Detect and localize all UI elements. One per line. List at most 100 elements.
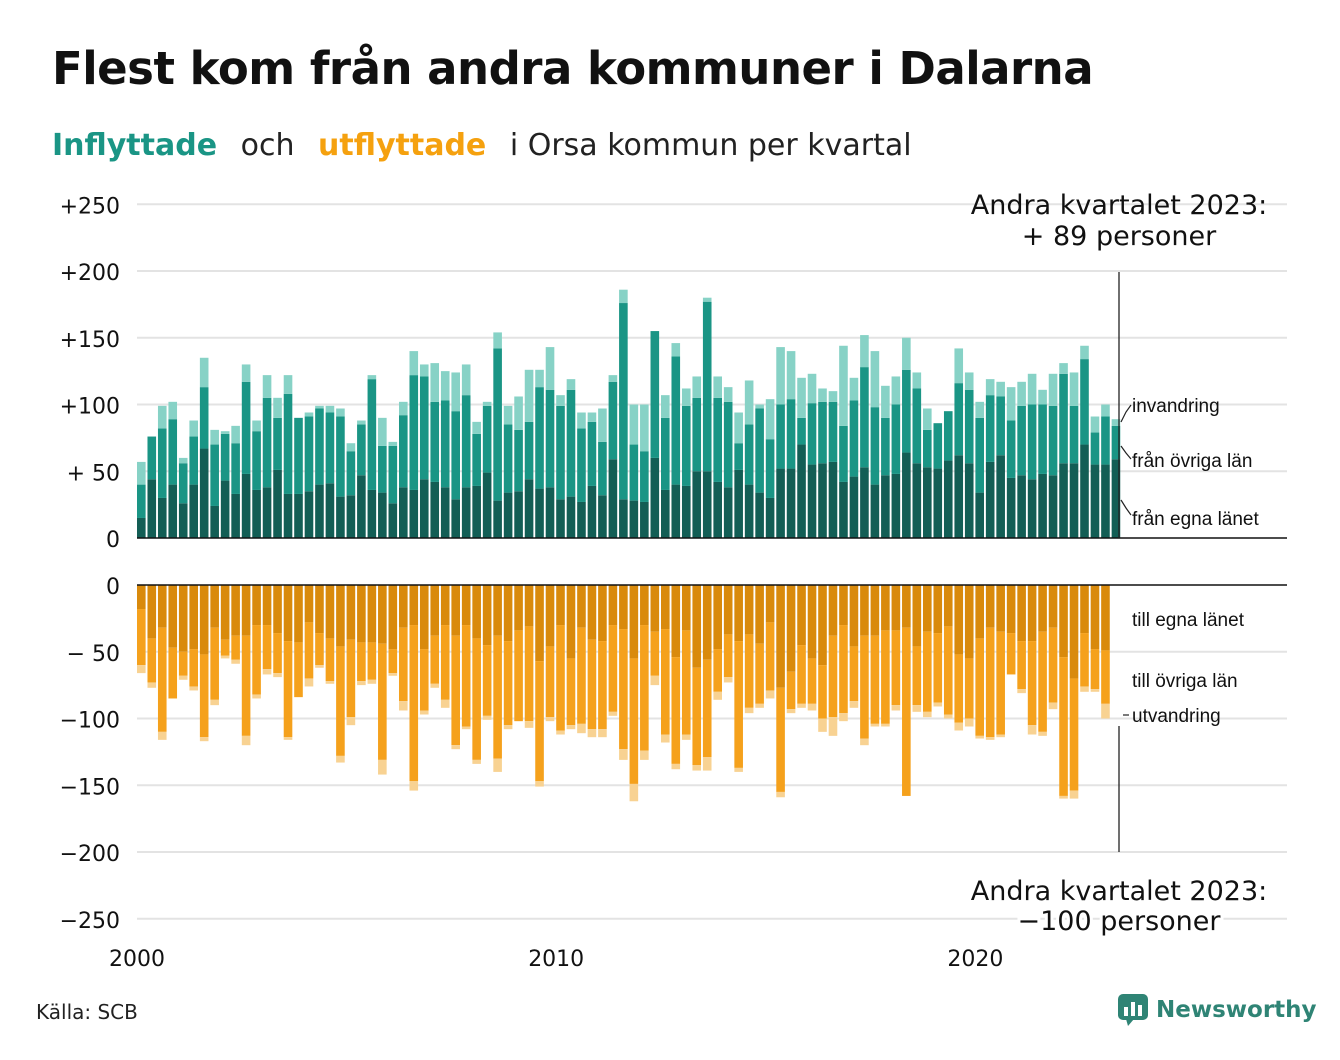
bar-in-invandring xyxy=(535,369,544,388)
bar-out-ovriga xyxy=(807,658,817,704)
bar-out-ovriga xyxy=(388,649,398,674)
subtitle-och: och xyxy=(240,128,295,163)
bar-out-egna xyxy=(461,585,471,626)
bar-in-egna xyxy=(503,492,513,538)
bar-out-utvandring xyxy=(964,718,974,727)
bar-in-egna xyxy=(1027,479,1037,538)
bar-out-egna xyxy=(755,585,764,644)
bar-in-invandring xyxy=(598,408,607,442)
bar-in-ovriga xyxy=(786,399,796,469)
bar-in-egna xyxy=(1006,477,1016,538)
bar-in-ovriga xyxy=(797,417,806,445)
bar-out-ovriga xyxy=(776,687,785,792)
bar-in-egna xyxy=(870,484,880,538)
bar-out-egna xyxy=(304,585,314,623)
bar-in-ovriga xyxy=(1048,405,1058,476)
bar-in-ovriga xyxy=(860,367,869,468)
bar-in-invandring xyxy=(577,412,586,429)
bar-in-egna xyxy=(650,457,660,538)
bar-out-utvandring xyxy=(273,673,282,678)
y-tick-label: −150 xyxy=(60,775,120,800)
bar-out-utvandring xyxy=(608,711,618,716)
bar-in-egna xyxy=(241,473,251,538)
bar-in-egna xyxy=(210,505,219,538)
bar-in-egna xyxy=(608,459,618,538)
bar-out-ovriga xyxy=(713,649,722,692)
bar-in-egna xyxy=(776,468,785,538)
bar-out-utvandring xyxy=(943,714,953,719)
bar-in-egna xyxy=(1069,463,1079,538)
bar-in-egna xyxy=(482,472,492,538)
bar-out-egna xyxy=(608,585,618,626)
y-tick-label: −250 xyxy=(60,909,120,934)
bar-in-ovriga xyxy=(1038,404,1047,474)
bar-out-ovriga xyxy=(325,638,335,682)
bar-out-ovriga xyxy=(797,645,806,704)
bar-out-ovriga xyxy=(608,625,618,712)
bar-in-ovriga xyxy=(535,387,544,489)
bar-out-utvandring xyxy=(556,730,565,735)
label-fran-egna-lanet: från egna länet xyxy=(1132,509,1259,530)
bar-out-utvandring xyxy=(744,707,754,714)
x-tick-label: 2000 xyxy=(109,947,165,972)
source-label: Källa: SCB xyxy=(36,1000,138,1024)
bar-in-invandring xyxy=(493,332,502,349)
bar-in-egna xyxy=(294,493,303,538)
bar-in-egna xyxy=(964,463,974,538)
bar-out-egna xyxy=(912,585,922,647)
bar-out-utvandring xyxy=(828,717,838,736)
bar-out-utvandring xyxy=(598,729,607,738)
bar-in-egna xyxy=(137,517,146,538)
bar-out-ovriga xyxy=(482,645,492,716)
bar-out-egna xyxy=(199,585,209,655)
bar-out-egna xyxy=(440,585,450,626)
bar-in-invandring xyxy=(451,372,460,412)
bar-out-egna xyxy=(168,585,178,648)
page-title: Flest kom från andra kommuner i Dalarna xyxy=(52,42,1094,95)
bar-out-ovriga xyxy=(409,625,419,782)
bar-in-invandring xyxy=(902,337,911,370)
bar-out-ovriga xyxy=(828,635,838,718)
bar-in-ovriga xyxy=(399,415,408,488)
bar-out-egna xyxy=(545,585,555,647)
bar-in-ovriga xyxy=(493,348,502,501)
bar-out-utvandring xyxy=(933,702,943,707)
outflow-bars xyxy=(137,585,1110,802)
bar-out-ovriga xyxy=(503,641,513,726)
bar-in-ovriga xyxy=(1080,359,1089,445)
bar-in-ovriga xyxy=(943,411,953,461)
bar-in-egna xyxy=(545,487,555,538)
bar-in-invandring xyxy=(388,441,398,446)
bar-in-ovriga xyxy=(482,405,492,473)
bar-out-ovriga xyxy=(629,658,639,784)
bar-in-invandring xyxy=(587,412,597,422)
bar-out-egna xyxy=(786,585,796,672)
bar-out-utvandring xyxy=(734,767,743,772)
bar-out-ovriga xyxy=(1080,633,1089,687)
bar-in-egna xyxy=(786,468,796,538)
bar-out-egna xyxy=(849,585,859,647)
bar-in-invandring xyxy=(608,375,618,382)
bar-in-invandring xyxy=(157,405,167,429)
bar-in-egna xyxy=(702,471,712,538)
bar-out-utvandring xyxy=(346,717,356,726)
bar-out-ovriga xyxy=(577,627,586,724)
bar-in-egna xyxy=(325,483,335,538)
bar-in-invandring xyxy=(419,364,429,377)
bar-in-ovriga xyxy=(849,400,859,477)
bar-out-egna xyxy=(839,585,848,626)
bar-out-ovriga xyxy=(933,633,943,703)
bar-out-egna xyxy=(451,585,460,636)
bar-in-egna xyxy=(839,481,848,538)
bar-in-ovriga xyxy=(985,395,995,462)
bar-in-invandring xyxy=(776,347,785,405)
bar-out-egna xyxy=(367,585,377,643)
bar-out-egna xyxy=(137,585,146,610)
bar-in-ovriga xyxy=(681,405,691,486)
bar-in-invandring xyxy=(252,420,261,432)
bar-out-ovriga xyxy=(357,642,366,682)
bar-in-invandring xyxy=(881,385,890,418)
bar-out-ovriga xyxy=(870,635,880,724)
bar-in-ovriga xyxy=(524,421,534,480)
bar-in-ovriga xyxy=(147,436,157,480)
